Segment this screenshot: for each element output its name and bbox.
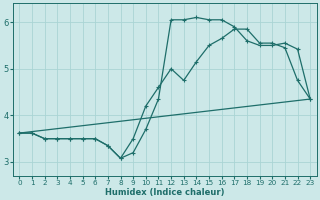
X-axis label: Humidex (Indice chaleur): Humidex (Indice chaleur) [105,188,225,197]
